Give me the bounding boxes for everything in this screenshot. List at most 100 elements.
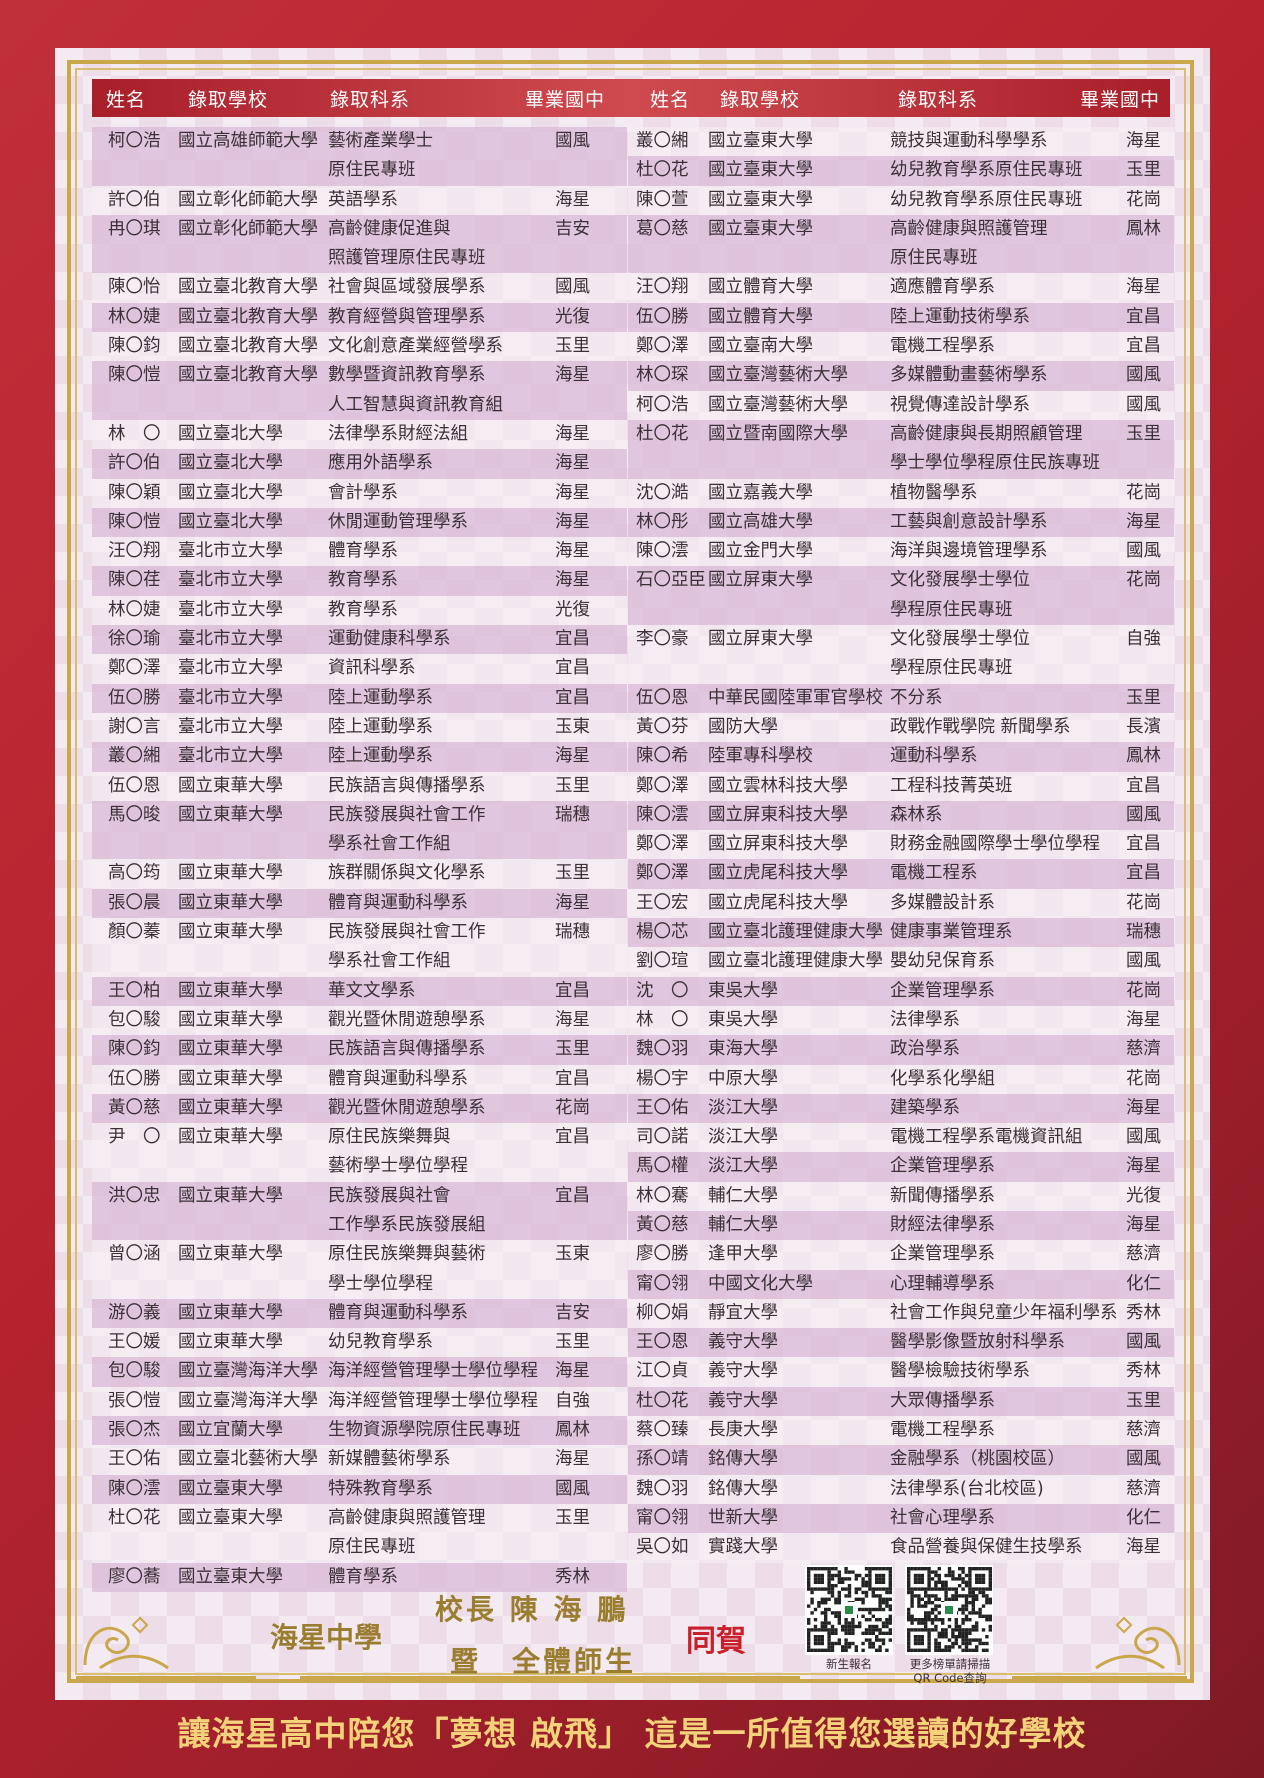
table-row: 張〇愷 國立臺灣海洋大學 海洋經營管理學士學位學程 自強 [92,1386,627,1417]
junior-high: 宜昌 [555,1127,590,1148]
department: 高齡健康與照護管理 [890,218,1048,239]
row-line: 魏〇羽 銘傳大學 法律學系(台北校區) 慈濟 [628,1475,1174,1504]
junior-high: 宜昌 [1126,834,1161,855]
student-name: 張〇晨 [108,892,161,913]
student-name: 高〇筠 [108,863,161,884]
department: 體育與運動科學系 [328,1302,468,1323]
admission-list-right: 叢〇緗 國立臺東大學 競技與運動科學學系 海星 杜〇花 國立臺東大學 幼兒教育學系原住民專班… [628,127,1174,1563]
school-name: 國立屏東科技大學 [708,834,848,855]
junior-high: 宜昌 [555,629,590,650]
school-name: 長庚大學 [708,1420,778,1441]
table-row: 王〇柏 國立東華大學 華文文學系 宜昌 [92,976,627,1006]
qr-code-registration[interactable] [805,1565,893,1655]
student-name: 許〇伯 [108,189,161,210]
student-name: 叢〇緗 [636,131,689,151]
school-name: 國立體育大學 [708,306,813,327]
table-row: 馬〇晙 國立東華大學 民族發展與社會工作 瑞穗 學系社會工作組 [92,800,627,860]
student-name: 鄭〇澤 [636,336,689,357]
school-name: 國立東華大學 [178,863,283,884]
qr-code-results[interactable] [905,1565,993,1655]
junior-high: 花崗 [1126,570,1161,591]
department: 心理輔導學系 [890,1273,995,1294]
department: 多媒體動畫藝術學系 [890,365,1048,386]
school-name: 國立東華大學 [178,1302,283,1323]
school-name: 國立東華大學 [178,804,283,825]
row-line: 包〇駿 國立臺灣海洋大學 海洋經營管理學士學位學程 海星 [92,1357,627,1386]
row-line: 吳〇如 實踐大學 食品營養與保健生技學系 海星 [628,1533,1174,1562]
row-line: 尹 〇國立東華大學 原住民族樂舞與 宜昌 [92,1123,627,1152]
table-row: 楊〇芯 國立臺北護理健康大學 健康事業管理系 瑞穗 [628,918,1174,948]
department: 運動健康科學系 [328,629,451,650]
junior-high: 宜昌 [555,1185,590,1206]
admission-list-left: 柯〇浩 國立高雄師範大學 藝術產業學士 國風 原住民專班 許〇伯 國立彰化師範大學 英語學系海… [92,127,627,1592]
school-name: 銘傳大學 [708,1449,778,1470]
table-row: 葛〇慈 國立臺東大學 高齡健康與照護管理 鳳林 原住民專班 [628,214,1174,274]
divider [1012,1676,1187,1679]
row-line: 杜〇花 國立臺東大學 幼兒教育學系原住民專班 玉里 [628,156,1174,185]
table-row: 杜〇花 國立暨南國際大學 高齡健康與長期照顧管理 玉里 學士學位學程原住民族專班 [628,419,1174,479]
junior-high: 國風 [1126,951,1161,972]
row-line: 柳〇娟 靜宜大學 社會工作與兒童少年福利學系 秀林 [628,1299,1174,1328]
department: 植物醫學系 [890,482,978,503]
student-name: 甯〇翎 [636,1273,689,1294]
table-row: 林〇婕 臺北市立大學 教育學系 光復 [92,595,627,626]
row-line: 顏〇蓁 國立東華大學 民族發展與社會工作 瑞穗 [92,918,627,947]
row-line: 魏〇羽 東海大學 政治學系 慈濟 [628,1035,1174,1064]
table-row: 柳〇娟 靜宜大學 社會工作與兒童少年福利學系 秀林 [628,1298,1174,1329]
junior-high: 海星 [1126,131,1161,151]
school-name: 義守大學 [708,1332,778,1353]
department: 高齡健康與照護管理 [328,1507,486,1528]
student-name: 杜〇花 [636,1390,689,1411]
school-name: 淡江大學 [708,1127,778,1148]
department: 幼兒教育學系原住民專班 [890,189,1083,210]
department: 嬰幼兒保育系 [890,951,995,972]
junior-high: 宜昌 [1126,775,1161,796]
student-name: 林〇婕 [108,306,161,327]
ornament-right-icon [1095,1616,1181,1670]
school-name: 國立臺灣海洋大學 [178,1361,318,1382]
row-line: 原住民專班 [92,156,627,185]
row-line: 徐〇瑜 臺北市立大學 運動健康科學系 宜昌 [92,625,627,654]
school-name: 臺北市立大學 [178,629,283,650]
junior-high: 宜昌 [555,1068,590,1089]
junior-high: 宜昌 [1126,863,1161,884]
table-row: 陳〇澐 國立屏東科技大學 森林系 國風 [628,800,1174,831]
table-row: 伍〇勝 國立東華大學 體育與運動科學系 宜昌 [92,1064,627,1094]
table-row: 王〇佑 國立臺北藝術大學 新媒體藝術學系 海星 [92,1445,627,1475]
school-name: 臺北市立大學 [178,570,283,591]
student-name: 陳〇穎 [108,482,161,503]
student-name: 楊〇宇 [636,1068,689,1089]
department: 幼兒教育學系原住民專班 [890,160,1083,181]
department: 工作學系民族發展組 [328,1214,486,1235]
table-row: 甯〇翎 中國文化大學 心理輔導學系 化仁 [628,1269,1174,1299]
school-name: 銘傳大學 [708,1478,778,1499]
student-name: 陳〇愷 [108,365,161,386]
row-line: 學士學位學程原住民族專班 [628,449,1174,478]
school-name: 國立彰化師範大學 [178,218,318,239]
student-name: 柯〇浩 [636,394,689,415]
student-name: 游〇義 [108,1302,161,1323]
row-line: 甯〇翎 中國文化大學 心理輔導學系 化仁 [628,1270,1174,1299]
school-name: 國防大學 [708,716,778,737]
department: 原住民專班 [890,248,978,269]
junior-high: 宜昌 [555,980,590,1001]
junior-high: 國風 [555,131,590,151]
junior-high: 海星 [555,189,590,210]
junior-high: 海星 [555,1009,590,1030]
department: 海洋經營管理學士學位學程 [328,1390,538,1411]
student-name: 葛〇慈 [636,218,689,239]
junior-high: 瑞穗 [555,804,590,825]
row-line: 楊〇芯 國立臺北護理健康大學 健康事業管理系 瑞穗 [628,918,1174,947]
table-row: 尹 〇國立東華大學 原住民族樂舞與 宜昌 藝術學士學位學程 [92,1123,627,1182]
row-line: 鄭〇澤 臺北市立大學 資訊科學系 宜昌 [92,654,627,683]
student-name: 陳〇鈞 [108,1039,161,1060]
junior-high: 慈濟 [1126,1478,1161,1499]
school-name: 國立高雄師範大學 [178,131,318,151]
row-line: 陳〇希 陸軍專科學校 運動科學系 鳳林 [628,742,1174,771]
row-line: 陳〇愷 國立臺北大學 休閒運動管理學系 海星 [92,508,627,537]
department: 醫學影像暨放射科學系 [890,1332,1065,1353]
row-line: 學程原住民專班 [628,654,1174,683]
row-line: 黃〇慈 輔仁大學 財經法律學系 海星 [628,1211,1174,1240]
student-name: 馬〇晙 [108,804,161,825]
student-name: 叢〇緗 [108,746,161,767]
